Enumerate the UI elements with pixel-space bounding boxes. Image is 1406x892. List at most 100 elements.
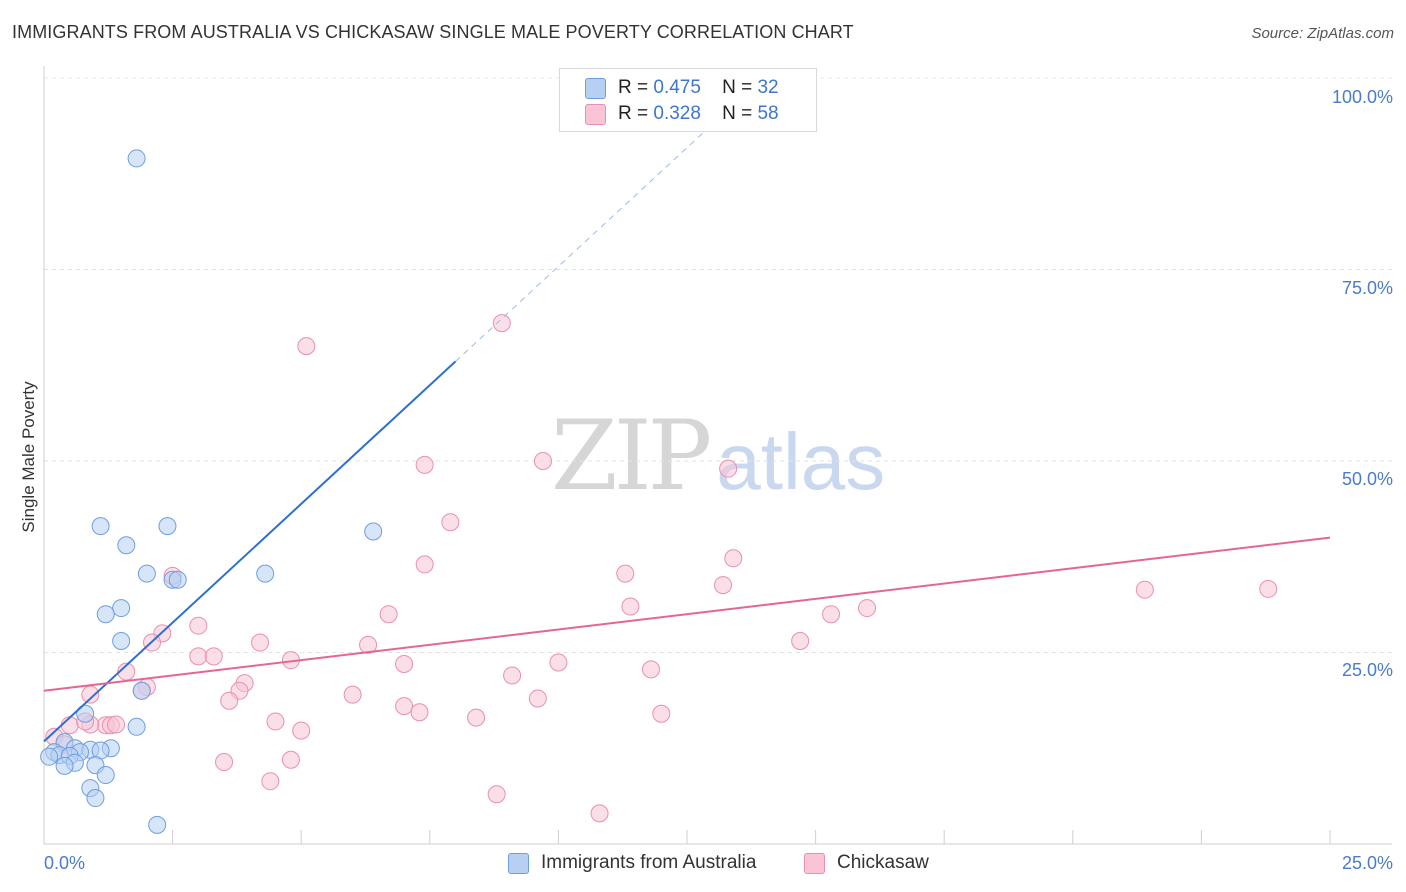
- australia-point: [158, 517, 177, 536]
- chickasaw-point: [858, 599, 877, 618]
- chickasaw-point: [549, 653, 568, 672]
- source-label: Source: ZipAtlas.com: [1251, 25, 1394, 42]
- chickasaw-point: [107, 715, 126, 734]
- chickasaw-point: [266, 712, 285, 731]
- chickasaw-point: [503, 666, 522, 685]
- chickasaw-point: [292, 721, 311, 740]
- y-tick-label-100: 100.0%: [1332, 87, 1393, 107]
- chickasaw-point: [220, 691, 239, 710]
- australia-trend-line: [43, 360, 457, 743]
- australia-point: [112, 632, 131, 651]
- chickasaw-point: [791, 632, 810, 651]
- chickasaw-point: [359, 635, 378, 654]
- chickasaw-point: [714, 576, 733, 595]
- series-label-australia: Immigrants from Australia: [541, 852, 757, 873]
- y-tick-label-25: 25.0%: [1342, 660, 1393, 680]
- chickasaw-point: [1135, 580, 1154, 599]
- chickasaw-point: [528, 689, 547, 708]
- legend-text-chickasaw: R = 0.328 N = 58: [618, 103, 779, 125]
- legend-swatch-australia: [585, 77, 606, 99]
- chickasaw-point: [415, 455, 434, 474]
- chickasaw-point: [487, 785, 506, 804]
- chickasaw-point: [81, 685, 100, 704]
- australia-point: [127, 717, 146, 736]
- australia-point: [76, 704, 95, 723]
- australia-point: [137, 564, 156, 583]
- australia-point: [127, 149, 146, 168]
- chickasaw-point: [590, 804, 609, 823]
- chickasaw-point: [467, 708, 486, 727]
- australia-point: [132, 681, 151, 700]
- australia-point: [148, 815, 167, 834]
- legend-n-value-chickasaw: 58: [757, 103, 779, 124]
- australia-point: [117, 536, 136, 555]
- correlation-legend: R = 0.475 N = 32 R = 0.328 N = 58: [559, 68, 817, 132]
- australia-point: [91, 517, 110, 536]
- chickasaw-point: [297, 337, 316, 356]
- chickasaw-point: [395, 697, 414, 716]
- chickasaw-point: [621, 597, 640, 616]
- chart-title: IMMIGRANTS FROM AUSTRALIA VS CHICKASAW S…: [12, 22, 854, 42]
- trend-lines: [43, 123, 1331, 743]
- legend-r-value-australia: 0.475: [653, 77, 701, 98]
- chickasaw-point: [261, 772, 280, 791]
- australia-point: [112, 599, 131, 618]
- australia-point: [168, 570, 187, 589]
- legend-swatch-chickasaw: [585, 103, 606, 125]
- chickasaw-point: [281, 750, 300, 769]
- australia-point: [96, 766, 115, 785]
- legend-r-value-chickasaw: 0.328: [653, 103, 701, 124]
- series-label-chickasaw: Chickasaw: [837, 852, 929, 873]
- australia-trend-extension: [455, 123, 714, 362]
- chickasaw-point: [189, 616, 208, 635]
- y-tick-label-75: 75.0%: [1342, 278, 1393, 298]
- chickasaw-point: [395, 654, 414, 673]
- chickasaw-point: [441, 513, 460, 532]
- legend-r-label: R =: [618, 77, 649, 98]
- australia-point: [40, 747, 59, 766]
- australia-points: [40, 149, 383, 834]
- australia-point: [86, 789, 105, 808]
- watermark-zip: ZIP: [551, 400, 712, 512]
- legend-n-label: N =: [722, 77, 753, 98]
- legend-n-label: N =: [722, 103, 753, 124]
- x-tick-label-max: 25.0%: [1342, 853, 1393, 873]
- axes: [43, 66, 1392, 845]
- x-tick-label-min: 0.0%: [44, 853, 85, 873]
- australia-point: [55, 756, 74, 775]
- chickasaw-point: [1259, 579, 1278, 598]
- chickasaw-point: [652, 704, 671, 723]
- chickasaw-point: [616, 564, 635, 583]
- y-tick-label-50: 50.0%: [1342, 469, 1393, 489]
- chickasaw-point: [379, 605, 398, 624]
- chickasaw-point: [410, 703, 429, 722]
- legend-text-australia: R = 0.475 N = 32: [618, 77, 779, 99]
- australia-point: [364, 522, 383, 541]
- grid: [44, 77, 1392, 653]
- chickasaw-point: [204, 647, 223, 666]
- australia-point: [256, 564, 275, 583]
- chickasaw-point: [492, 314, 511, 333]
- australia-point: [96, 605, 115, 624]
- legend-r-label: R =: [618, 103, 649, 124]
- legend-n-value-australia: 32: [757, 77, 779, 98]
- series-swatch-chickasaw: [804, 852, 825, 874]
- chickasaw-point: [719, 459, 738, 478]
- watermark-atlas: atlas: [716, 417, 886, 506]
- chickasaw-point: [641, 660, 660, 679]
- chickasaw-point: [724, 549, 743, 568]
- series-legend-australia: Immigrants from Australia: [508, 852, 756, 874]
- series-swatch-australia: [508, 852, 529, 874]
- watermark: ZIP atlas: [551, 400, 885, 512]
- chickasaw-point: [415, 555, 434, 574]
- chickasaw-point: [60, 716, 79, 735]
- chickasaw-point: [251, 633, 270, 652]
- chickasaw-point: [189, 647, 208, 666]
- chickasaw-trend-line: [43, 536, 1331, 692]
- series-legend-chickasaw: Chickasaw: [804, 852, 929, 874]
- chickasaw-point: [822, 605, 841, 624]
- series-legend: Immigrants from Australia Chickasaw: [0, 852, 1406, 878]
- chickasaw-point: [215, 753, 234, 772]
- tick-labels: 0.0% 25.0% 25.0% 50.0% 75.0% 100.0%: [44, 87, 1393, 873]
